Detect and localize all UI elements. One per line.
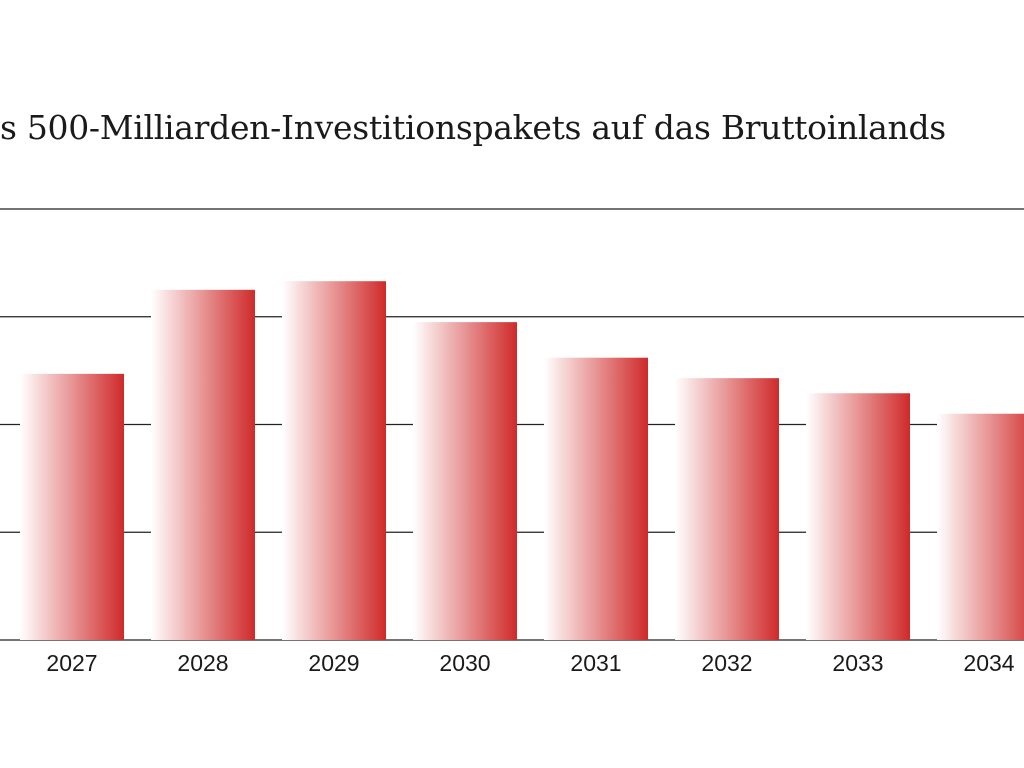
x-tick-label-2031: 2031 — [570, 650, 621, 676]
x-tick-label-2034: 2034 — [963, 650, 1014, 676]
bar-2030 — [413, 322, 517, 640]
x-tick-label-2029: 2029 — [308, 650, 359, 676]
bar-2027 — [20, 373, 124, 640]
bar-2029 — [282, 281, 386, 640]
x-tick-label-2028: 2028 — [177, 650, 228, 676]
x-axis-labels: 2027 2028 2029 2030 2031 2032 2033 2034 — [46, 650, 1014, 676]
bar-2031 — [544, 357, 648, 640]
x-tick-label-2030: 2030 — [439, 650, 490, 676]
x-tick-label-2032: 2032 — [701, 650, 752, 676]
x-tick-label-2033: 2033 — [832, 650, 883, 676]
bar-2034 — [937, 413, 1024, 640]
bar-2032 — [675, 378, 779, 640]
chart-title: s 500-Milliarden-Investitionspakets auf … — [0, 108, 946, 147]
bar-2033 — [806, 393, 910, 640]
bars — [20, 281, 1024, 640]
x-tick-label-2027: 2027 — [46, 650, 97, 676]
bar-2028 — [151, 289, 255, 640]
